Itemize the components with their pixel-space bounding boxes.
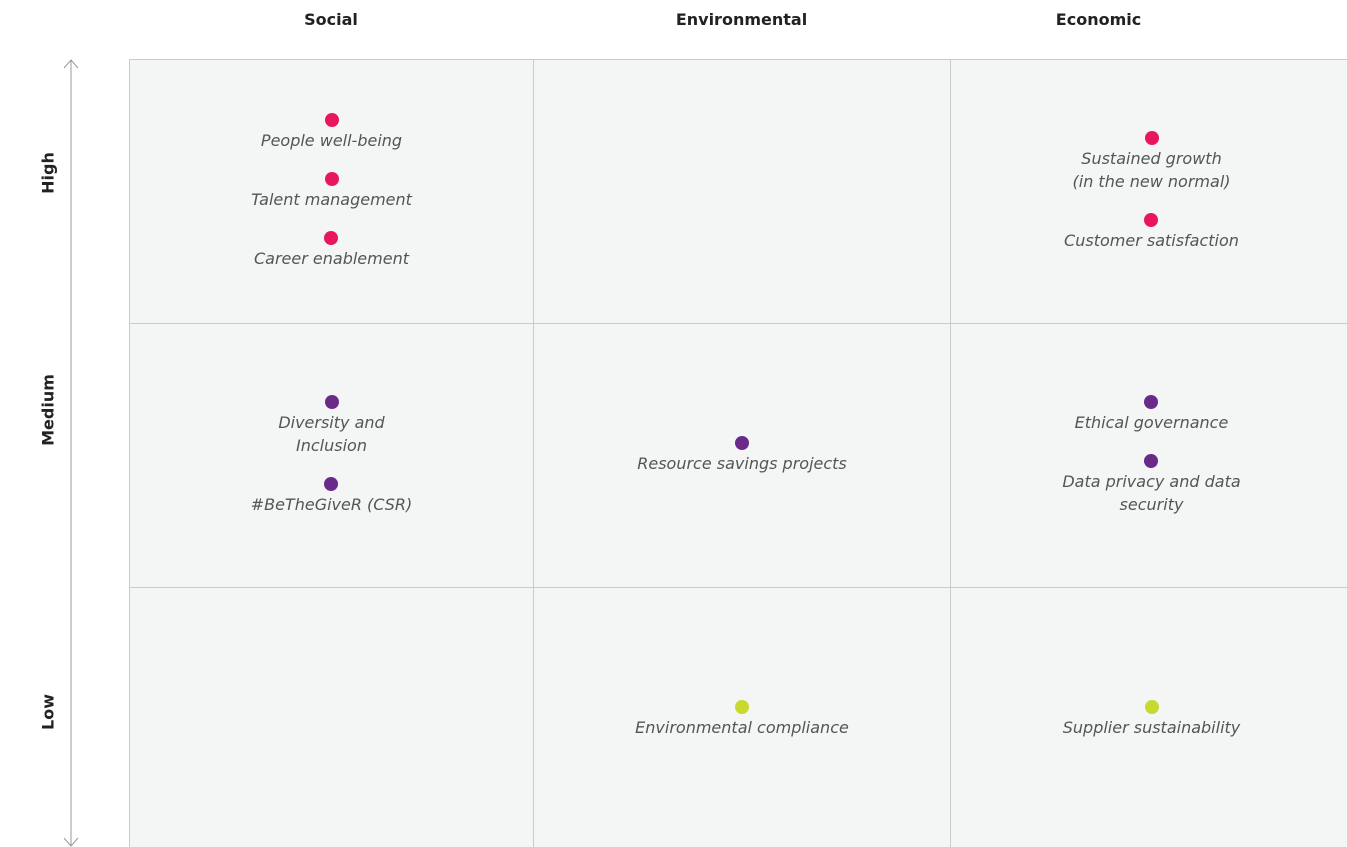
axis-arrow [63, 59, 79, 847]
topic-dot [1144, 454, 1159, 468]
topic-label: security [1119, 495, 1184, 514]
topic-label: #BeTheGiveR (CSR) [250, 495, 413, 514]
topic-label: Ethical governance [1074, 413, 1229, 432]
matrix-cell: Environmental compliance [533, 587, 951, 847]
topic-dot [1144, 700, 1159, 714]
topic-dot [735, 700, 749, 714]
topic: Talent management [251, 172, 412, 211]
row-label: High [38, 152, 58, 194]
row-label: Low [38, 694, 58, 730]
matrix-cell: Supplier sustainability [950, 587, 1347, 847]
topic-dot [324, 477, 339, 491]
matrix-cell: Resource savings projects [533, 323, 951, 588]
topic-label: Inclusion [296, 436, 367, 455]
topic-label: People well-being [260, 131, 403, 150]
topic: Data privacy and data security [1062, 454, 1241, 516]
topic-label: Environmental compliance [635, 718, 849, 737]
matrix-cell [533, 59, 951, 324]
topic: Ethical governance [1074, 395, 1229, 434]
topic-dot [324, 231, 339, 245]
topic-dot [1144, 213, 1159, 227]
column-header: Social [304, 10, 358, 29]
topic: Diversity and Inclusion [278, 395, 385, 457]
column-header: Environmental [675, 10, 808, 29]
topic-dot [324, 172, 339, 186]
topic-dot [324, 395, 339, 409]
matrix-cell: Sustained growth (in the new normal) Custo… [950, 59, 1347, 324]
matrix-cell: Diversity and Inclusion #BeTheGiveR (CSR) [129, 323, 534, 588]
topic-dot [735, 436, 749, 450]
topic-label: Talent management [251, 190, 412, 209]
topic: Customer satisfaction [1064, 213, 1239, 252]
row-label: Medium [38, 374, 58, 446]
topic: People well-being [261, 113, 402, 152]
topic-label: Diversity and [278, 413, 385, 432]
topic: Environmental compliance [635, 700, 849, 739]
topic-dot [324, 113, 339, 127]
topic-label: Supplier sustainability [1062, 718, 1241, 737]
topic-dot [1144, 131, 1159, 145]
matrix-cell [129, 587, 534, 847]
topic-label: Resource savings projects [637, 454, 847, 473]
topic: Career enablement [254, 231, 409, 270]
topic-label: Career enablement [254, 249, 409, 268]
topic-label: Sustained growth [1081, 149, 1222, 168]
topic: Resource savings projects [637, 436, 847, 475]
topic: Supplier sustainability [1062, 700, 1241, 739]
topic: #BeTheGiveR (CSR) [250, 477, 413, 516]
topic-label: (in the new normal) [1072, 172, 1231, 191]
topic: Sustained growth (in the new normal) [1073, 131, 1231, 193]
matrix-cell: People well-being Talent management Career… [129, 59, 534, 324]
topic-dot [1144, 395, 1159, 409]
column-header: Economic [1055, 10, 1142, 29]
topic-label: Customer satisfaction [1064, 231, 1239, 250]
topic-label: Data privacy and data [1062, 472, 1241, 491]
matrix-cell: Ethical governance Data privacy and data s… [950, 323, 1347, 588]
